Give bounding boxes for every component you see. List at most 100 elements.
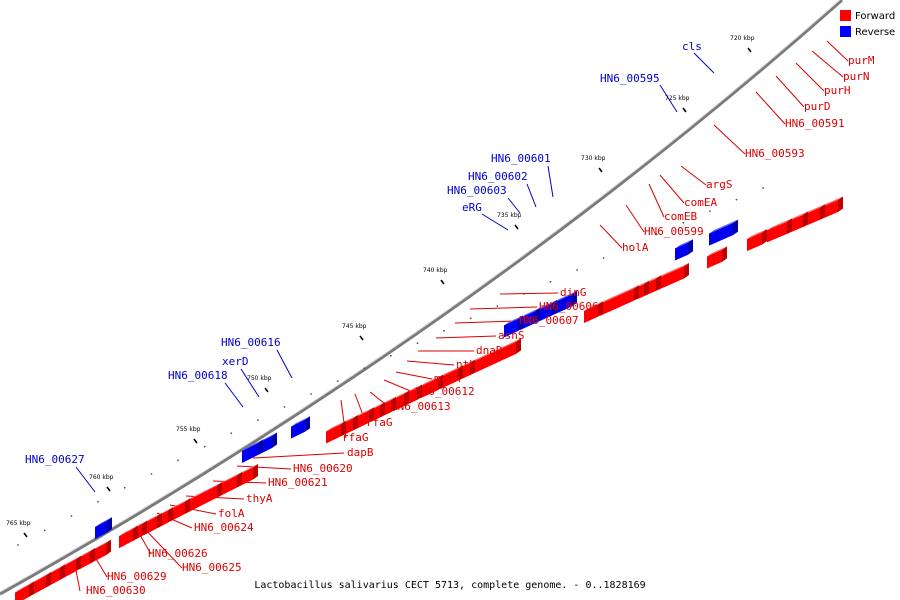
gene-block-front <box>218 475 237 498</box>
legend-reverse: Reverse <box>840 26 895 38</box>
forward-gene-label: dinG <box>560 286 587 299</box>
forward-gene-label: nth <box>456 358 476 371</box>
legend: Forward Reverse <box>840 10 895 38</box>
reverse-gene-block <box>291 416 310 439</box>
forward-gene-leader-line <box>236 465 292 470</box>
major-tick-mark <box>264 387 269 393</box>
reverse-gene-block <box>504 315 523 338</box>
minor-tick-dot <box>735 198 738 201</box>
forward-gene-label: HN6_00629 <box>107 570 167 583</box>
gene-block-front <box>709 223 733 246</box>
gene-block-top <box>584 301 603 312</box>
gene-block-top <box>460 359 475 368</box>
major-tick-mark <box>682 107 687 113</box>
forward-gene-label: purH <box>824 84 851 97</box>
gene-block-top <box>119 525 138 537</box>
gene-block-front <box>326 424 341 444</box>
forward-gene-label: purD <box>804 100 831 113</box>
gene-block-side <box>820 204 825 220</box>
gene-block-top <box>675 239 693 249</box>
gene-block-top <box>787 211 808 222</box>
gene-block-top <box>237 463 258 476</box>
forward-gene-label: comEA <box>684 196 717 209</box>
legend-forward-label: Forward <box>855 11 895 22</box>
forward-gene-label: HN6_00626 <box>148 547 208 560</box>
forward-gene-block <box>31 571 51 596</box>
gene-block-top <box>60 555 81 568</box>
tick-label: 735 kbp <box>497 212 522 219</box>
reverse-gene-block <box>242 439 263 463</box>
minor-tick-dot <box>70 515 73 517</box>
gene-block-top <box>371 402 385 410</box>
forward-gene-label: argS <box>706 178 733 191</box>
minor-tick-dot <box>602 257 605 259</box>
gene-block-side <box>656 275 661 291</box>
major-tick-mark <box>359 335 364 341</box>
gene-block-top <box>79 548 95 558</box>
gene-block-front <box>291 419 305 439</box>
forward-gene-leader-line <box>795 62 825 92</box>
forward-gene-label: rfaG <box>342 431 369 444</box>
minor-tick-dot <box>629 245 632 248</box>
gene-block-front <box>95 520 107 539</box>
gene-block-front <box>420 378 438 399</box>
forward-gene-block <box>584 301 603 324</box>
gene-block-top <box>420 374 443 387</box>
gene-block-side <box>438 374 443 391</box>
minor-tick-dot <box>496 305 499 307</box>
reverse-gene-block <box>709 219 738 246</box>
forward-gene-label: HN6_00621 <box>268 476 328 489</box>
gene-block-top <box>656 263 689 279</box>
gene-block-side <box>29 581 34 597</box>
gene-block-side <box>107 517 112 533</box>
gene-block-side <box>142 520 147 537</box>
minor-tick-dot <box>416 342 419 344</box>
gene-block-side <box>417 384 422 400</box>
gene-block-top <box>767 218 792 231</box>
gene-block-side <box>552 299 557 316</box>
forward-gene-block <box>326 420 346 444</box>
gene-block-top <box>185 482 222 502</box>
gene-block-side <box>90 548 95 564</box>
forward-gene-leader-line <box>648 183 665 218</box>
minor-tick-dot <box>310 393 312 395</box>
gene-block-side <box>46 571 51 588</box>
tick-label: 745 kbp <box>342 323 367 330</box>
minor-tick-dot <box>17 544 19 546</box>
gene-block-side <box>688 239 693 255</box>
reverse-gene-label: xerD <box>222 355 249 368</box>
reverse-gene-block <box>95 517 112 539</box>
tick-label: 765 kbp <box>6 520 31 527</box>
forward-gene-label: asnS <box>498 329 525 342</box>
gene-block-top <box>15 581 34 593</box>
forward-gene-label: folA <box>218 507 245 520</box>
reverse-gene-leader-line <box>75 466 96 493</box>
reverse-gene-leader-line <box>659 84 678 113</box>
gene-block-top <box>218 472 242 486</box>
forward-gene-block <box>170 498 190 522</box>
forward-gene-block <box>185 482 222 514</box>
gene-block-side <box>470 359 475 376</box>
forward-gene-label: HN6_00607 <box>519 314 579 327</box>
forward-gene-label: HN6_00624 <box>194 521 254 534</box>
gene-block-front <box>767 221 787 243</box>
reverse-gene-label: HN6_00603 <box>447 184 507 197</box>
gene-block-side <box>644 280 649 297</box>
gene-block-side <box>838 196 843 213</box>
minor-tick-dot <box>97 500 99 503</box>
forward-gene-label: HN6_00593 <box>745 147 805 160</box>
gene-block-front <box>520 311 535 331</box>
gene-block-side <box>733 219 738 236</box>
reverse-gene-label: cls <box>682 40 702 53</box>
gene-block-side <box>518 315 523 331</box>
gene-block-side <box>535 307 540 324</box>
gene-block-front <box>144 516 157 536</box>
forward-gene-leader-line <box>659 174 685 204</box>
gene-block-side <box>516 338 521 354</box>
gene-block-top <box>536 299 557 311</box>
reverse-gene-label: HN6_00601 <box>491 152 551 165</box>
gene-block-side <box>353 414 358 431</box>
gene-block-side <box>60 564 65 580</box>
reverse-gene-label: HN6_00618 <box>168 369 228 382</box>
minor-tick-dot <box>123 486 126 489</box>
